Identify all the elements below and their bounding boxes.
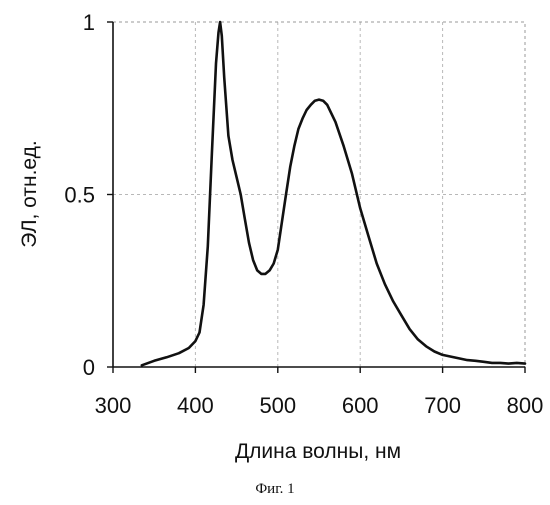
x-tick-label: 500 (259, 393, 296, 418)
y-tick-label: 0.5 (64, 183, 95, 208)
x-tick-label: 700 (424, 393, 461, 418)
y-tick-label: 0 (83, 355, 95, 380)
ticks: 300 400 500 600 700 800 0 0.5 1 (64, 10, 543, 418)
x-tick-label: 800 (507, 393, 544, 418)
y-axis-title: ЭЛ, отн.ед. (18, 140, 41, 247)
x-tick-label: 600 (342, 393, 379, 418)
y-tick-label: 1 (83, 10, 95, 35)
figure-caption: Фиг. 1 (255, 481, 294, 497)
series (142, 22, 525, 365)
x-tick-label: 400 (177, 393, 214, 418)
x-axis-title: Длина волны, нм (235, 440, 401, 463)
grid (113, 22, 525, 367)
series-line (142, 22, 525, 365)
x-tick-label: 300 (95, 393, 132, 418)
